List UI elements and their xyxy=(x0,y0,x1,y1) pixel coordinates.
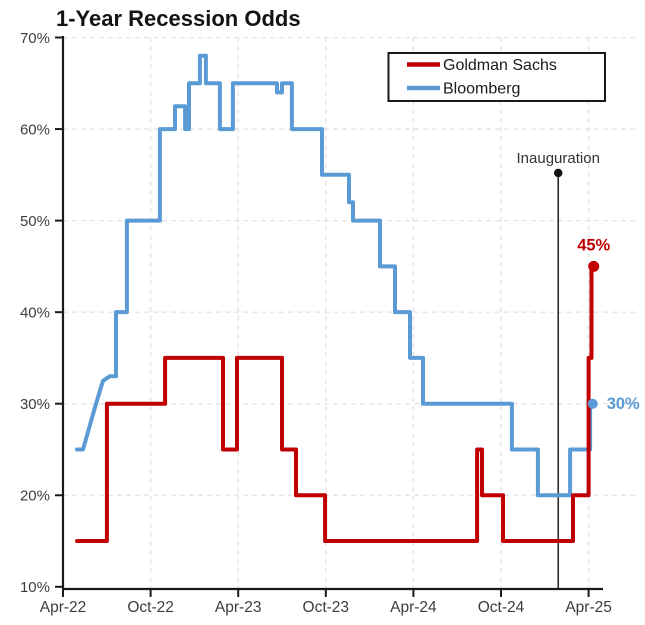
inauguration-dot xyxy=(554,168,563,178)
y-tick-label-40: 40% xyxy=(20,304,50,321)
series-line-goldman-sachs xyxy=(75,264,596,543)
inauguration-label: Inauguration xyxy=(517,150,600,167)
gridlines xyxy=(63,36,638,589)
x-tick-label-Oct-22: Oct-22 xyxy=(127,599,174,616)
legend-box xyxy=(387,52,606,102)
goldman-endpoint-dot xyxy=(588,260,600,272)
bloomberg-endpoint-dot xyxy=(587,398,598,409)
legend-bloomberg-label: Bloomberg xyxy=(443,81,520,98)
x-tick-label-Apr-25: Apr-25 xyxy=(565,599,612,616)
x-tick-label-Apr-22: Apr-22 xyxy=(40,599,87,616)
chart-title: 1-Year Recession Odds xyxy=(56,6,301,31)
y-tick-label-70: 70% xyxy=(20,30,50,47)
goldman-endpoint-label: 45% xyxy=(577,236,610,254)
axes xyxy=(55,36,603,597)
y-tick-label-20: 20% xyxy=(20,488,50,505)
series-line-bloomberg xyxy=(75,53,595,498)
y-tick-label-10: 10% xyxy=(20,579,50,596)
bloomberg-endpoint-label: 30% xyxy=(607,395,640,413)
series-lines xyxy=(75,53,596,543)
x-axis-tick-labels: Apr-22 Oct-22 Apr-23 Oct-23 Apr-24 Oct-24 Apr-… xyxy=(40,599,612,616)
annotations: Inauguration 45% 30% xyxy=(517,150,641,413)
legend-goldman-label: Goldman Sachs xyxy=(443,57,557,74)
x-tick-label-Oct-23: Oct-23 xyxy=(303,599,350,616)
x-tick-label-Apr-23: Apr-23 xyxy=(215,599,262,616)
y-axis-tick-labels: 10% 20% 30% 40% 50% 60% 70% xyxy=(20,30,50,596)
y-tick-label-60: 60% xyxy=(20,121,50,138)
legend: Goldman Sachs Bloomberg xyxy=(387,52,606,102)
y-tick-label-50: 50% xyxy=(20,213,50,230)
x-tick-label-Apr-24: Apr-24 xyxy=(390,599,437,616)
y-tick-label-30: 30% xyxy=(20,396,50,413)
x-tick-label-Oct-24: Oct-24 xyxy=(478,599,525,616)
